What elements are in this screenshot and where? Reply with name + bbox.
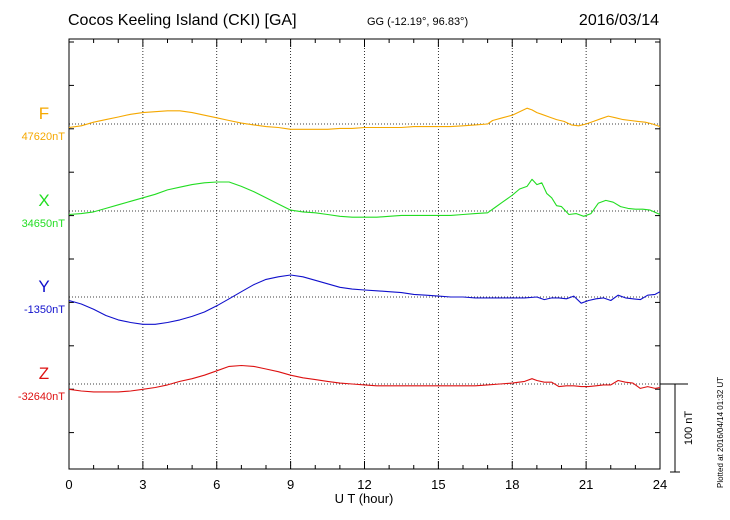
trace-f xyxy=(68,107,661,130)
baseline-value-y: -1350nT xyxy=(24,304,65,316)
x-tick-label: 12 xyxy=(357,477,371,492)
x-axis-title: U T (hour) xyxy=(335,491,394,506)
trace-name-x: X xyxy=(38,191,49,210)
axis-ticks xyxy=(68,39,661,469)
scale-bar-label: 100 nT xyxy=(683,411,695,446)
trace-name-z: Z xyxy=(39,364,49,383)
plot-timestamp: Plotted at 2016/04/14 01:32 UT xyxy=(716,377,725,488)
trace-name-f: F xyxy=(39,104,49,123)
x-tick-label: 18 xyxy=(505,477,519,492)
trace-x xyxy=(68,178,661,218)
x-tick-labels: 0 3 6 9 12 15 18 21 24 xyxy=(65,477,667,492)
x-tick-label: 0 xyxy=(65,477,72,492)
x-tick-label: 3 xyxy=(139,477,146,492)
scale-bar: 100 nT xyxy=(660,383,695,473)
baseline-value-z: -32640nT xyxy=(18,391,65,403)
trace-y xyxy=(68,274,661,325)
x-tick-label: 15 xyxy=(431,477,445,492)
baseline-value-f: 47620nT xyxy=(22,131,66,143)
x-tick-label: 24 xyxy=(653,477,667,492)
trace-z xyxy=(68,364,661,393)
x-tick-label: 21 xyxy=(579,477,593,492)
trace-labels: F 47620nT X 34650nT Y -1350nT Z -32640nT xyxy=(18,104,65,403)
trace-name-y: Y xyxy=(38,277,49,296)
x-tick-label: 6 xyxy=(213,477,220,492)
baseline-value-x: 34650nT xyxy=(22,218,66,230)
plot-frame xyxy=(68,38,661,470)
date-label: 2016/03/14 xyxy=(578,12,659,29)
traces xyxy=(68,107,661,393)
x-tick-label: 9 xyxy=(287,477,294,492)
grid xyxy=(69,39,660,469)
station-title: Cocos Keeling Island (CKI) [GA] xyxy=(68,12,297,29)
geographic-coordinates: GG (-12.19°, 96.83°) xyxy=(367,16,469,28)
